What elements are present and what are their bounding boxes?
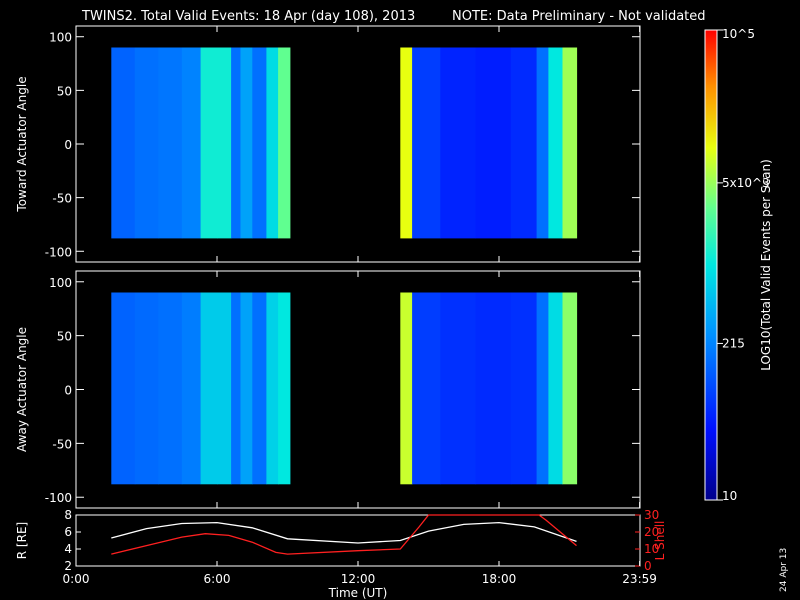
heatmap-cell-toward-1-5 (536, 47, 549, 239)
orbit-y-tick-label-2: 6 (64, 525, 72, 539)
heatmap-cell-toward-0-10 (278, 47, 291, 239)
note-text: NOTE: Data Preliminary - Not validated (452, 9, 706, 24)
heatmap-cell-away-1-7 (562, 292, 578, 485)
x-tick-label-0: 0:00 (63, 572, 90, 586)
orbit-y-tick-label-3: 8 (64, 508, 72, 522)
heatmap-cell-toward-0-5 (217, 47, 232, 239)
heatmap-cell-toward-0-1 (134, 47, 159, 239)
y-tick-label-toward-2: 0 (64, 138, 72, 152)
y-tick-label-away-1: -50 (52, 437, 72, 451)
colorbar (704, 29, 718, 501)
heatmap-cell-toward-0-6 (231, 47, 241, 239)
colorbar-tick-label-0: 10 (722, 489, 737, 503)
y-tick-label-away-0: -100 (45, 491, 72, 505)
heatmap-cell-toward-1-7 (562, 47, 578, 239)
x-tick-label-2: 12:00 (341, 572, 376, 586)
orbit-y2-tick-label-3: 30 (644, 508, 659, 522)
heatmap-cell-toward-1-0 (400, 47, 413, 239)
heatmap-cell-toward-0-7 (240, 47, 253, 239)
heatmap-cell-away-0-10 (278, 292, 291, 485)
heatmap-cell-toward-0-3 (181, 47, 202, 239)
heatmap-cell-toward-1-4 (510, 47, 538, 239)
heatmap-cell-away-0-6 (231, 292, 241, 485)
orbit-y-tick-label-0: 2 (64, 559, 72, 573)
orbit-y-tick-label-1: 4 (64, 542, 72, 556)
heatmap-cell-toward-0-0 (111, 47, 136, 239)
heatmap-cell-toward-0-4 (200, 47, 218, 239)
y-axis-label-toward: Toward Actuator Angle (15, 76, 29, 212)
heatmap-cell-away-1-4 (510, 292, 538, 485)
heatmap-cell-away-0-5 (217, 292, 232, 485)
heatmap-cell-away-1-6 (548, 292, 563, 485)
colorbar-label: LOG10(Total Valid Events per Scan) (759, 159, 773, 371)
x-tick-label-1: 6:00 (204, 572, 231, 586)
chart-title: TWINS2. Total Valid Events: 18 Apr (day … (81, 9, 415, 24)
colorbar-tick-label-1: 215 (722, 336, 745, 350)
heatmap-cell-away-0-2 (158, 292, 183, 485)
heatmap-cell-toward-1-1 (412, 47, 441, 239)
heatmap-cell-toward-0-9 (266, 47, 279, 239)
heatmap-cell-away-0-3 (181, 292, 202, 485)
heatmap-cell-toward-1-2 (440, 47, 477, 239)
heatmap-cell-away-0-7 (240, 292, 253, 485)
heatmap-cell-away-1-2 (440, 292, 477, 485)
r-series-line (111, 521, 577, 544)
footer-date: 24 Apr 13 (779, 548, 789, 592)
y-tick-label-away-2: 0 (64, 384, 72, 398)
y-tick-label-away-3: 50 (57, 330, 72, 344)
x-axis-label: Time (UT) (328, 586, 388, 600)
lshell-series-line (111, 514, 577, 555)
y-tick-label-toward-3: 50 (57, 84, 72, 98)
heatmap-cell-away-0-1 (134, 292, 159, 485)
y-tick-label-away-4: 100 (49, 276, 72, 290)
colorbar-tick-label-3: 10^5 (722, 27, 755, 41)
orbit-y-axis-label: R [RE] (15, 522, 29, 559)
heatmap-cell-away-1-1 (412, 292, 441, 485)
x-tick-label-4: 23:59 (622, 572, 657, 586)
colorbar-tick-label-2: 5x10^3 (722, 176, 770, 190)
heatmap-cell-toward-1-3 (475, 47, 512, 239)
heatmap-cell-away-0-4 (200, 292, 218, 485)
heatmap-cell-away-1-3 (475, 292, 512, 485)
x-tick-label-3: 18:00 (482, 572, 517, 586)
y-axis-label-away: Away Actuator Angle (15, 327, 29, 452)
orbit-panel-frame (75, 514, 641, 567)
orbit-y2-tick-label-2: 20 (644, 525, 659, 539)
heatmap-cell-away-0-9 (266, 292, 279, 485)
heatmap-cell-away-0-0 (111, 292, 136, 485)
y-tick-label-toward-4: 100 (49, 31, 72, 45)
heatmap-cell-away-1-5 (536, 292, 549, 485)
heatmap-cell-away-0-8 (252, 292, 267, 485)
y-tick-label-toward-1: -50 (52, 192, 72, 206)
colorbar-ticks: 10 215 5x10^3 10^5 (717, 27, 770, 503)
heatmap-cell-toward-0-2 (158, 47, 183, 239)
heatmap-cell-toward-0-8 (252, 47, 267, 239)
orbit-y2-axis-label: L Shell (653, 521, 667, 561)
heatmap-cell-away-1-0 (400, 292, 413, 485)
heatmap-cell-toward-1-6 (548, 47, 563, 239)
y-tick-label-toward-0: -100 (45, 245, 72, 259)
orbit-y2-tick-label-1: 10 (644, 542, 659, 556)
orbit-y2-tick-label-0: 0 (644, 559, 652, 573)
